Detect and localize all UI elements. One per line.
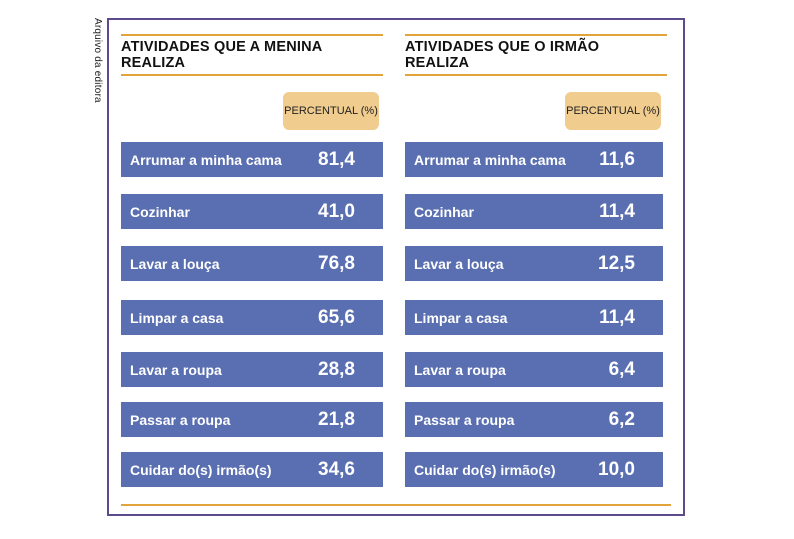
image-credit: Arquivo da editora	[92, 18, 103, 103]
row-label: Cuidar do(s) irmão(s)	[130, 461, 272, 478]
row-label: Arrumar a minha cama	[130, 151, 282, 168]
table-row: Limpar a casa 65,6	[121, 300, 383, 335]
bottom-divider	[121, 504, 671, 506]
table-row: Passar a roupa 21,8	[121, 402, 383, 437]
row-value: 34,6	[318, 458, 355, 480]
girl-percent-header: PERCENTUAL (%)	[283, 92, 379, 130]
table-row: Lavar a roupa 6,4	[405, 352, 663, 387]
table-row: Cuidar do(s) irmão(s) 10,0	[405, 452, 663, 487]
row-label: Cuidar do(s) irmão(s)	[414, 461, 556, 478]
row-label: Limpar a casa	[130, 309, 224, 326]
row-label: Passar a roupa	[414, 411, 515, 428]
table-row: Cuidar do(s) irmão(s) 34,6	[121, 452, 383, 487]
table-row: Passar a roupa 6,2	[405, 402, 663, 437]
row-value: 11,6	[599, 148, 635, 170]
row-value: 11,4	[599, 306, 635, 328]
row-value: 28,8	[318, 358, 355, 380]
girl-table-title: ATIVIDADES QUE A MENINA REALIZA	[121, 34, 383, 76]
brother-percent-header: PERCENTUAL (%)	[565, 92, 661, 130]
table-row: Arrumar a minha cama 81,4	[121, 142, 383, 177]
row-label: Lavar a roupa	[130, 361, 222, 378]
table-row: Arrumar a minha cama 11,6	[405, 142, 663, 177]
row-value: 41,0	[318, 200, 355, 222]
row-value: 6,2	[608, 408, 635, 430]
table-frame: ATIVIDADES QUE A MENINA REALIZA PERCENTU…	[107, 18, 685, 516]
table-row: Cozinhar 11,4	[405, 194, 663, 229]
row-label: Lavar a roupa	[414, 361, 506, 378]
row-value: 6,4	[608, 358, 635, 380]
row-value: 12,5	[598, 252, 635, 274]
row-label: Passar a roupa	[130, 411, 231, 428]
row-value: 65,6	[318, 306, 355, 328]
girl-activities-table: ATIVIDADES QUE A MENINA REALIZA PERCENTU…	[121, 34, 383, 487]
row-value: 11,4	[599, 200, 635, 222]
row-label: Limpar a casa	[414, 309, 508, 326]
brother-activities-table: ATIVIDADES QUE O IRMÃO REALIZA PERCENTUA…	[405, 34, 667, 487]
row-value: 81,4	[318, 148, 355, 170]
table-row: Cozinhar 41,0	[121, 194, 383, 229]
row-label: Cozinhar	[130, 203, 190, 220]
table-row: Lavar a roupa 28,8	[121, 352, 383, 387]
row-label: Lavar a louça	[130, 255, 220, 272]
row-label: Arrumar a minha cama	[414, 151, 566, 168]
row-value: 76,8	[318, 252, 355, 274]
row-value: 10,0	[598, 458, 635, 480]
table-row: Lavar a louça 76,8	[121, 246, 383, 281]
table-row: Limpar a casa 11,4	[405, 300, 663, 335]
table-row: Lavar a louça 12,5	[405, 246, 663, 281]
row-label: Lavar a louça	[414, 255, 504, 272]
brother-table-title: ATIVIDADES QUE O IRMÃO REALIZA	[405, 34, 667, 76]
row-value: 21,8	[318, 408, 355, 430]
row-label: Cozinhar	[414, 203, 474, 220]
